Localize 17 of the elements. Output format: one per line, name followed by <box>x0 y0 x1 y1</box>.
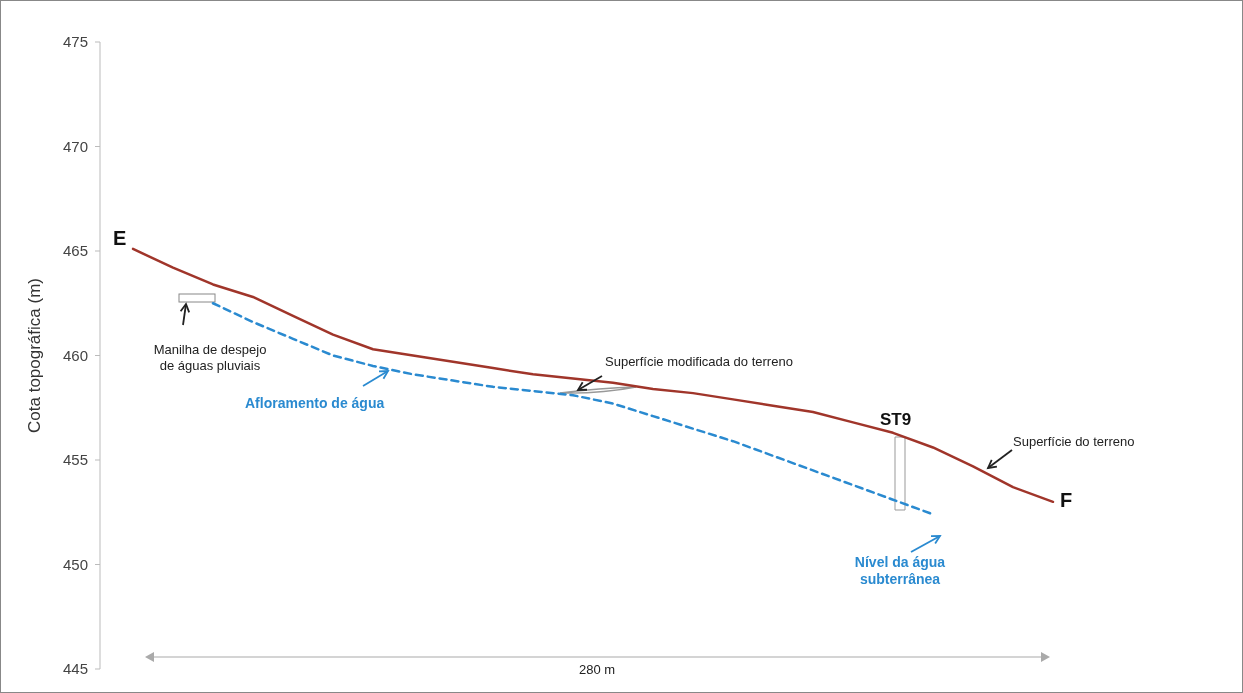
y-axis-title: Cota topográfica (m) <box>25 278 44 433</box>
y-tick-label: 445 <box>62 660 88 678</box>
y-tick-label: 470 <box>62 137 88 155</box>
annotation: Superfície do terreno <box>1013 434 1135 449</box>
annotation: Afloramento de água <box>245 395 385 411</box>
annotation: 280 m <box>578 662 616 677</box>
y-tick-label: 475 <box>62 33 88 51</box>
y-tick-label: 455 <box>62 451 88 469</box>
annotation: ST9 <box>880 410 912 429</box>
annotation: F <box>1060 489 1073 511</box>
annotation: Superfície modificada do terreno <box>605 354 793 369</box>
annotation: Manilha de despejo de águas pluviais <box>153 342 267 373</box>
y-tick-label: 450 <box>62 555 88 573</box>
y-tick-label: 460 <box>62 346 88 364</box>
y-tick-label: 465 <box>62 242 88 260</box>
annotation: E <box>113 227 127 249</box>
annotation: Nível da água subterrânea <box>854 554 946 587</box>
